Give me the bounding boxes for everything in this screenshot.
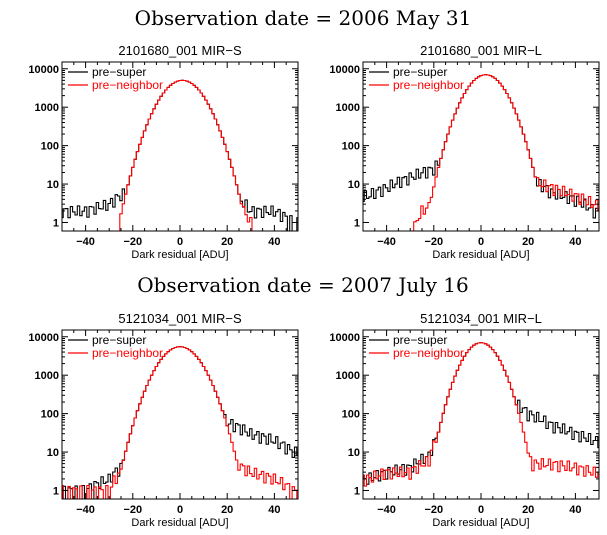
chart-panels: 2101680_001 MIR−S−40 −20 0 20 40110100100010… [28,43,600,529]
observation-title-top: Observation date = 2006 May 31 [135,6,472,30]
x-tick-label: −20 [123,504,142,516]
y-tick-label: 10000 [329,64,360,76]
y-tick-label: 1000 [336,370,360,382]
legend-label: pre−super [92,333,146,347]
y-tick-label: 100 [41,141,59,153]
panel-title: 5121034_001 MIR−L [420,311,542,326]
series-line-pre-neighbor [363,342,599,487]
chart-panel: 2101680_001 MIR−L −40 −20 0 20 40 1 10 100 1000 10… [329,43,600,261]
x-tick-label: 40 [268,504,280,516]
y-tick-label: 100 [342,141,360,153]
legend-label: pre−neighbor [92,346,163,360]
series-line-pre-super [363,74,599,219]
y-tick-label: 1000 [336,102,360,114]
y-tick-label: 1000 [35,370,59,382]
x-tick-label: 0 [177,236,183,248]
panel-title: 5121034_001 MIR−S [118,311,242,326]
x-tick-label: −20 [424,504,443,516]
chart-panel: 5121034_001 MIR−S −40 −20 0 20 40 1 10 100 1000 10… [28,311,299,529]
x-tick-label: 20 [522,504,534,516]
x-tick-label: 0 [478,504,484,516]
panel-title: 2101680_001 MIR−L [420,43,542,58]
y-tick-label: 1000 [35,102,59,114]
legend-label: pre−neighbor [393,78,464,92]
y-tick-label: 1 [354,217,360,229]
y-tick-label: 10 [47,179,59,191]
y-tick-label: 10000 [329,332,360,344]
series-line-pre-super [363,342,599,485]
legend-label: pre−super [393,333,447,347]
panel-title: 2101680_001 MIR−S [118,43,242,58]
legend-label: pre−super [393,65,447,79]
series-line-pre-neighbor [62,79,298,231]
x-tick-label: 0 [478,236,484,248]
y-tick-label: 1 [53,217,59,229]
x-tick-label: −40 [377,504,396,516]
legend-label: pre−neighbor [92,78,163,92]
y-tick-label: 10000 [28,332,59,344]
x-tick-label: −40 [76,504,95,516]
x-tick-label: 40 [268,236,280,248]
y-tick-label: 1 [53,485,59,497]
x-tick-label: 20 [522,236,534,248]
x-tick-label: 40 [569,236,581,248]
chart-panel: 5121034_001 MIR−L −40 −20 0 20 40 1 10 100 1000 10… [329,311,600,529]
x-tick-label: −20 [424,236,443,248]
y-tick-label: 100 [342,409,360,421]
x-tick-label: −40 [377,236,396,248]
x-axis-label: Dark residual [ADU] [432,517,529,529]
y-tick-label: 10 [47,447,59,459]
legend-label: pre−super [92,65,146,79]
y-tick-label: 1 [354,485,360,497]
x-tick-label: 20 [221,504,233,516]
y-tick-label: 100 [41,409,59,421]
x-tick-label: 40 [569,504,581,516]
x-axis-label: Dark residual [ADU] [131,517,228,529]
x-tick-label: −20 [123,236,142,248]
x-tick-label: −40 [76,236,95,248]
y-tick-label: 10 [348,447,360,459]
x-tick-label: 20 [221,236,233,248]
observation-title-bottom: Observation date = 2007 July 16 [137,273,469,297]
x-axis-label: Dark residual [ADU] [432,249,529,261]
legend-label: pre−neighbor [393,346,464,360]
y-tick-label: 10 [348,179,360,191]
x-axis-label: Dark residual [ADU] [131,249,228,261]
series-line-pre-neighbor [363,74,599,231]
series-line-pre-super [62,79,298,231]
y-tick-label: 10000 [28,64,59,76]
chart-panel: 2101680_001 MIR−S −40 −20 0 20 40 1 10 100 1000 10… [28,43,299,261]
series-line-pre-neighbor [62,346,298,499]
x-tick-label: 0 [177,504,183,516]
